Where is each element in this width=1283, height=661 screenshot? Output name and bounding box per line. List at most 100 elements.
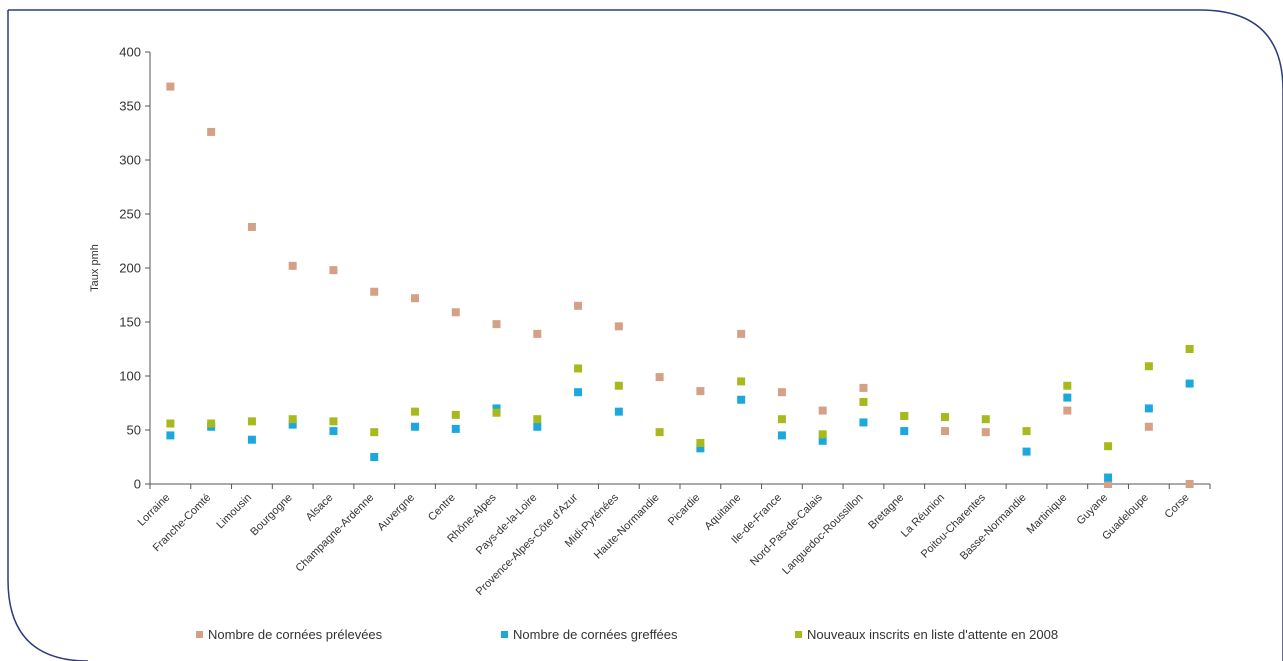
data-point-series-2 [859,397,868,406]
data-point-series-2 [777,415,786,424]
legend-swatch-inscrits [795,631,802,638]
data-point-series-0 [411,294,419,303]
x-tick-label: Bretagne [866,492,906,532]
legend-swatch-greffees [501,631,508,638]
data-point-series-1 [329,427,338,436]
data-point-series-1 [1063,393,1072,402]
data-point-series-0 [574,301,583,310]
data-point-series-1 [614,407,623,416]
x-tick-label: Champagne-Ardenne [293,492,376,575]
data-point-series-1 [247,435,256,444]
data-point-series-1 [900,427,909,436]
data-point-series-1 [859,418,868,427]
data-point-series-0 [166,82,175,91]
x-tick-label: Corse [1163,492,1192,521]
data-point-series-1 [696,444,705,453]
data-point-series-0 [1104,480,1113,488]
x-tick-label: Limousin [214,492,254,532]
x-tick-label: Bourgogne [248,492,295,539]
data-point-series-1 [1144,404,1153,413]
data-point-series-0 [818,406,827,415]
legend-swatch-prelevees [196,631,203,638]
data-point-series-2 [1104,442,1113,451]
data-point-series-0 [614,322,623,331]
data-point-series-0 [451,308,460,317]
x-tick-label: Auvergne [375,492,417,534]
data-point-series-1 [166,431,175,440]
data-point-series-2 [614,381,623,390]
data-point-series-2 [288,415,297,424]
legend-label-prelevees: Nombre de cornées prélevées [208,627,383,642]
data-point-series-2 [166,419,175,428]
y-tick-label: 100 [119,369,141,384]
legend-item-inscrits: Nouveaux inscrits en liste d'attente en … [795,627,1058,642]
data-point-series-2 [1185,345,1194,353]
y-tick-label: 200 [119,261,141,276]
data-point-series-1 [451,424,460,433]
data-point-series-2 [411,407,419,416]
legend-label-inscrits: Nouveaux inscrits en liste d'attente en … [807,627,1059,642]
data-point-series-0 [492,320,501,329]
y-tick-label: 150 [119,315,141,330]
data-point-series-1 [1022,447,1031,456]
y-tick-label: 50 [127,423,141,438]
legend-item-greffees: Nombre de cornées greffées [501,627,678,642]
data-point-series-1 [1104,473,1113,482]
y-tick-label: 350 [119,99,141,114]
data-point-series-0 [777,388,786,397]
data-point-series-2 [900,411,909,420]
legend-label-greffees: Nombre de cornées greffées [513,627,678,642]
data-point-series-0 [655,373,664,382]
data-point-series-0 [533,329,542,338]
x-tick-label: Aquitaine [702,492,743,533]
data-point-series-2 [370,428,379,437]
x-tick-label: Picardie [666,492,703,529]
x-tick-label: Guyane [1074,492,1110,528]
data-point-series-0 [696,387,705,396]
data-point-series-0 [370,287,379,296]
data-point-series-1 [288,420,297,429]
data-point-series-2 [655,428,664,437]
data-point-series-2 [696,438,705,447]
data-point-series-1 [1185,379,1194,388]
data-point-series-2 [981,415,990,424]
data-point-series-0 [247,222,256,231]
data-point-series-2 [574,364,583,373]
data-point-series-1 [737,395,746,404]
x-tick-label: Centre [426,492,458,524]
data-point-series-2 [451,410,460,419]
data-point-series-2 [818,430,827,439]
x-tick-label: Languedoc-Roussillon [780,492,865,577]
y-tick-label: 0 [134,477,141,492]
x-tick-label: Alsace [304,492,336,524]
data-point-series-0 [1063,406,1072,415]
data-point-series-0 [329,266,338,275]
data-point-series-2 [533,415,542,424]
y-axis-ticks: 0 50 100 150 200 250 300 350 400 [119,45,150,492]
x-tick-label: Martinique [1025,492,1070,537]
data-point-series-2 [941,413,949,422]
data-point-series-1 [533,422,542,431]
x-tick-label: Lorraine [135,492,172,529]
data-point-series-2 [492,408,501,417]
data-point-series-1 [777,431,786,440]
y-tick-label: 400 [119,45,141,60]
x-tick-label: Nord-Pas-de-Calais [748,491,825,568]
data-point-series-1 [492,404,501,413]
data-point-series-0 [737,329,746,338]
y-tick-label: 300 [119,153,141,168]
data-point-series-2 [1022,427,1031,436]
data-point-series-2 [247,417,256,426]
data-point-series-0 [941,427,949,436]
data-point-series-2 [329,417,338,426]
data-point-series-0 [288,261,297,270]
data-point-series-1 [818,436,827,445]
data-point-series-1 [370,453,379,461]
data-point-series-2 [207,419,216,428]
data-point-series-0 [981,428,990,437]
data-points [166,82,1194,488]
data-point-series-0 [1144,422,1153,431]
data-point-series-2 [1063,381,1072,390]
